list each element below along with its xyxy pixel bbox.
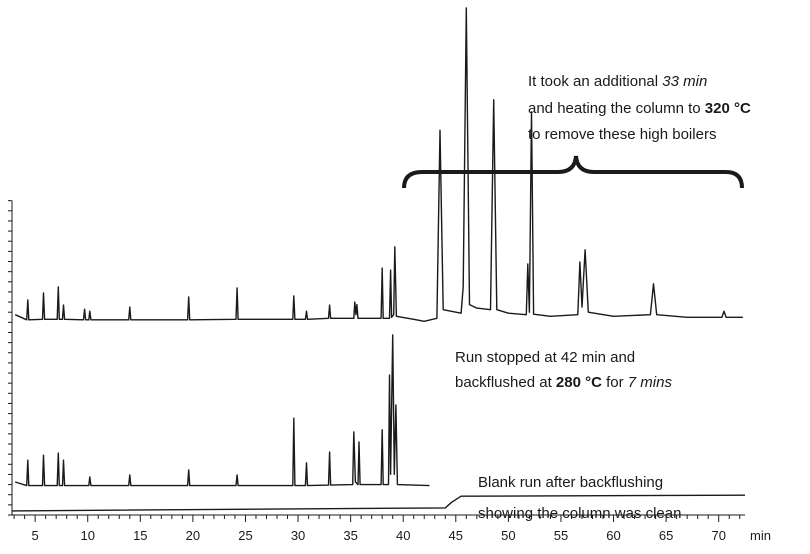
x-tick-label: 15 bbox=[133, 528, 147, 543]
annotation: Run stopped at 42 min and bbox=[455, 349, 635, 366]
x-tick-label: 45 bbox=[449, 528, 463, 543]
annotation: and heating the column to 320 °C bbox=[528, 100, 751, 117]
annotation: It took an additional 33 min bbox=[528, 73, 707, 90]
brace bbox=[402, 155, 744, 189]
annotation: showing the column was clean bbox=[478, 505, 681, 522]
x-tick-label: 35 bbox=[343, 528, 357, 543]
x-tick-label: 40 bbox=[396, 528, 410, 543]
x-tick-label: 30 bbox=[291, 528, 305, 543]
x-tick-label: 20 bbox=[186, 528, 200, 543]
x-tick-label: 5 bbox=[32, 528, 39, 543]
trace bbox=[11, 494, 746, 512]
x-tick-label: 25 bbox=[238, 528, 252, 543]
annotation: to remove these high boilers bbox=[528, 126, 716, 143]
x-tick-label: 10 bbox=[80, 528, 94, 543]
x-tick-label: 70 bbox=[711, 528, 725, 543]
x-axis-label: min bbox=[750, 528, 771, 543]
x-tick-label: 55 bbox=[554, 528, 568, 543]
x-tick-label: 65 bbox=[659, 528, 673, 543]
x-tick-label: 60 bbox=[606, 528, 620, 543]
trace bbox=[14, 334, 430, 487]
x-tick-label: 50 bbox=[501, 528, 515, 543]
annotation: backflushed at 280 °C for 7 mins bbox=[455, 374, 672, 391]
annotation: Blank run after backflushing bbox=[478, 474, 663, 491]
trace bbox=[14, 7, 743, 322]
